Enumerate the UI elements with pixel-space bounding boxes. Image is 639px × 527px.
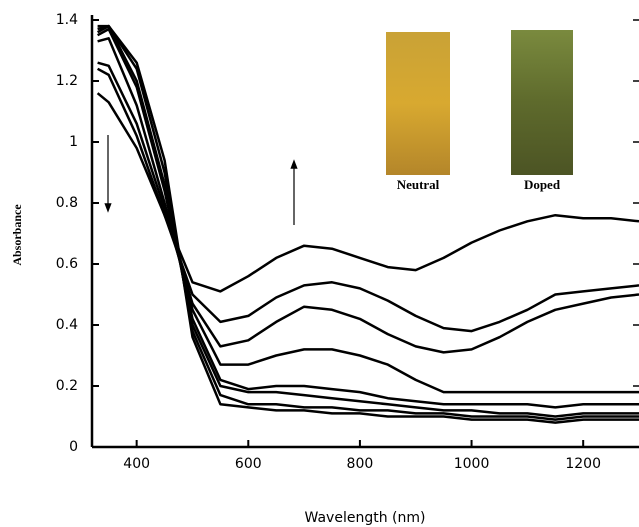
neutral-swatch [386,32,450,175]
x-tick-label: 400 [123,456,150,472]
y-tick-label: 0 [69,439,78,455]
annotation: Neutral [397,177,440,192]
x-tick-label: 1200 [565,456,601,472]
doped-swatch [511,30,573,175]
series-line [97,24,639,424]
x-tick-label: 1000 [454,456,490,472]
y-tick-label: 0.4 [56,317,78,333]
y-tick-label: 1 [69,134,78,150]
y-axis-label: Absorbance [10,204,24,266]
x-axis-label: Wavelength (nm) [305,510,426,526]
x-tick-label: 800 [347,456,374,472]
y-tick-label: 1.2 [56,73,78,89]
annotation: Doped [524,177,561,192]
y-tick-label: 0.6 [56,256,78,272]
y-tick-label: 0.8 [56,195,78,211]
y-tick-label: 1.4 [56,12,78,28]
x-tick-label: 600 [235,456,262,472]
y-tick-label: 0.2 [56,378,78,394]
